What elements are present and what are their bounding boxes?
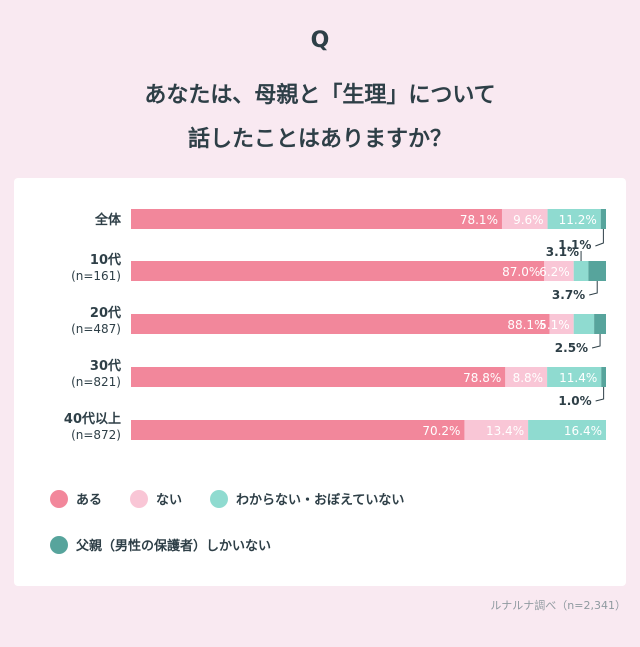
- legend-label-wakaranai: わからない・おぼえていない: [236, 493, 405, 508]
- data-label-nai-2: 5.1%: [539, 318, 570, 332]
- legend-item-father: 父親（男性の保護者）しかいない: [50, 535, 271, 554]
- legend-label-nai: ない: [156, 493, 183, 508]
- bar-aru-2: [131, 314, 550, 334]
- bar-wakaranai-2: [573, 314, 595, 334]
- category-label-0: 全体: [94, 212, 122, 228]
- question-title-line2: 話したことはありますか？: [187, 127, 452, 152]
- source-note: ルナルナ調べ（n=2,341）: [490, 599, 626, 612]
- question-title: あなたは、母親と「生理」について 話したことはありますか？: [0, 74, 640, 162]
- stacked-bar-chart: 全体 78.1% 9.6% 11.2% 1.1% 10代(n=161) 87.0%6.2% 3…: [64, 209, 606, 442]
- bar-nai-4: [464, 420, 529, 440]
- data-label-nai-0: 9.6%: [513, 213, 544, 227]
- q-mark: Q: [310, 28, 330, 53]
- category-label-2: 20代: [90, 305, 121, 321]
- data-label-father-3: 1.0%: [558, 394, 591, 408]
- question-title-line1: あなたは、母親と「生理」について: [144, 83, 496, 108]
- legend-dot-aru: [50, 489, 68, 508]
- bar-wakaranai-3: [547, 367, 602, 387]
- bar-father-3: [601, 367, 606, 387]
- legend-label-aru: ある: [76, 493, 103, 508]
- bar-nai-0: [501, 209, 548, 229]
- data-label-aru-4: 70.2%: [422, 424, 460, 438]
- data-label-wakaranai-3: 11.4%: [559, 371, 597, 385]
- chart-card: 全体 78.1% 9.6% 11.2% 1.1% 10代 (n=161) 87.0% 6.2% 3…: [14, 178, 626, 586]
- legend-label-father: 父親（男性の保護者）しかいない: [76, 539, 272, 554]
- bar-nai-1: [544, 261, 574, 281]
- category-label-1: 10代: [90, 252, 121, 268]
- bar-aru-0: [131, 209, 502, 229]
- data-label-aru-1: 87.0%: [502, 265, 540, 279]
- data-label-aru-0: 78.1%: [460, 213, 498, 227]
- data-label-aru-3: 78.8%: [463, 371, 501, 385]
- data-label-nai-4: 13.4%: [486, 424, 524, 438]
- data-label-aru-2: 88.1%: [507, 318, 545, 332]
- data-label-father-1: 3.7%: [552, 288, 585, 302]
- bar-wakaranai-4: [528, 420, 606, 440]
- data-label-father-2: 2.5%: [555, 341, 588, 355]
- data-label-nai-1: 6.2%: [539, 265, 570, 279]
- leader-line-father-2: [591, 334, 601, 349]
- bar-father-1: [588, 261, 606, 281]
- legend-item-wakaranai: わからない・おぼえていない: [210, 489, 404, 508]
- category-sub-label-4: (n=872): [71, 428, 121, 442]
- data-label-wakaranai-0: 11.2%: [559, 213, 597, 227]
- bar-father-2: [594, 314, 606, 334]
- bar-wakaranai-0: [547, 209, 601, 229]
- bar-nai-2: [549, 314, 574, 334]
- legend-dot-father: [50, 535, 68, 554]
- bar-father-0: [600, 209, 606, 229]
- category-sub-label-1: (n=161): [71, 269, 121, 283]
- leader-line-father-1: [589, 281, 598, 296]
- bar-nai-3: [505, 367, 548, 387]
- category-label-4: 40代以上: [64, 411, 121, 427]
- data-label-nai-3: 8.8%: [513, 371, 544, 385]
- legend-item-nai: ない: [130, 489, 182, 508]
- data-label-father-0: 1.1%: [558, 238, 591, 252]
- category-label-3: 30代: [90, 358, 121, 374]
- bar-aru-3: [131, 367, 506, 387]
- data-label-wakaranai-4: 16.4%: [564, 424, 602, 438]
- legend-dot-nai: [130, 489, 148, 508]
- leader-line-father-0: [595, 229, 604, 247]
- data-label-wakaranai-1: 3.1%: [546, 245, 579, 259]
- bar-aru-1: [131, 261, 545, 281]
- bar-wakaranai-1: [573, 261, 589, 281]
- category-sub-label-3: (n=821): [71, 375, 121, 389]
- legend-item-aru: ある: [50, 489, 102, 508]
- legend-dot-wakaranai: [210, 489, 228, 508]
- category-sub-label-2: (n=487): [71, 322, 121, 336]
- leader-line-father-3: [595, 387, 605, 402]
- bar-aru-4: [131, 420, 465, 440]
